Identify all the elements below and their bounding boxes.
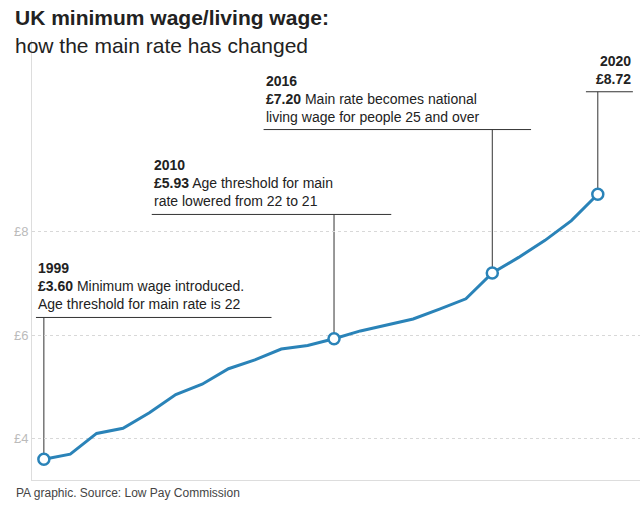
- svg-text:2016£7.20 Main rate becomes na: 2016£7.20 Main rate becomes nationallivi…: [266, 73, 480, 125]
- svg-text:2010£5.93 Age threshold for ma: 2010£5.93 Age threshold for mainrate low…: [154, 157, 333, 209]
- svg-text:1999£3.60 Minimum wage introdu: 1999£3.60 Minimum wage introduced.Age th…: [38, 260, 244, 312]
- svg-text:£4: £4: [14, 431, 28, 446]
- svg-text:£6: £6: [14, 328, 28, 343]
- svg-text:UK minimum wage/living wage:ho: UK minimum wage/living wage:how the main…: [15, 6, 329, 56]
- svg-text:2020£8.72: 2020£8.72: [596, 53, 631, 87]
- svg-text:£8: £8: [14, 224, 28, 239]
- svg-text:PA graphic. Source: Low Pay Co: PA graphic. Source: Low Pay Commission: [16, 486, 240, 500]
